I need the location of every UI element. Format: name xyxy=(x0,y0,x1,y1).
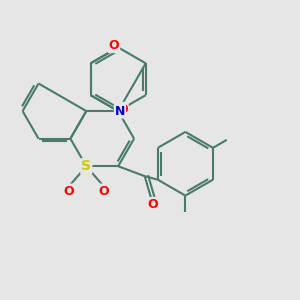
Text: O: O xyxy=(99,184,109,197)
Text: O: O xyxy=(109,39,119,52)
Text: O: O xyxy=(148,198,158,211)
Text: S: S xyxy=(81,159,91,173)
Text: N: N xyxy=(115,105,125,118)
Text: O: O xyxy=(117,103,128,116)
Text: O: O xyxy=(63,184,74,197)
